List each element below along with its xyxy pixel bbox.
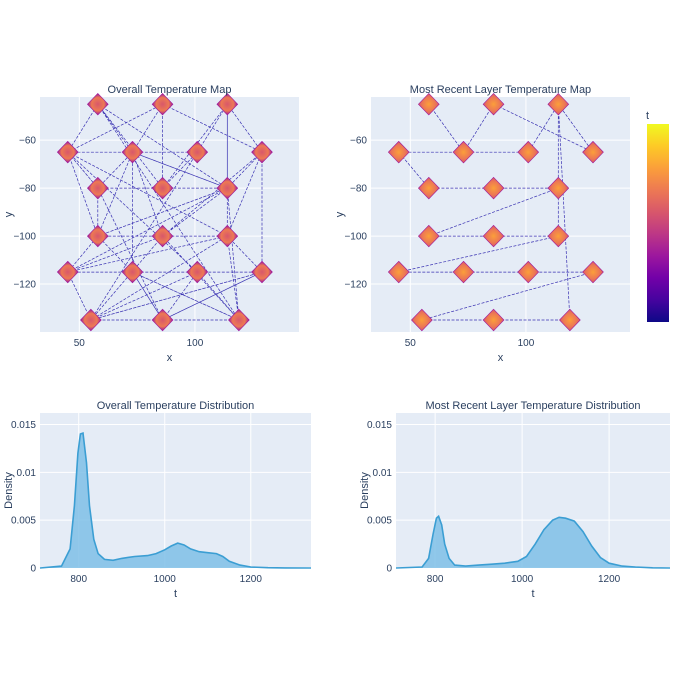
island-mark	[452, 140, 475, 164]
island-mark	[547, 92, 570, 116]
y-axis-label: y	[334, 211, 346, 217]
islands	[56, 92, 273, 332]
island-mark	[56, 140, 79, 164]
y-tick-label: 0.015	[367, 420, 392, 431]
island-mark	[121, 260, 144, 284]
plot-area	[371, 97, 630, 332]
islands	[387, 92, 604, 332]
island-mark	[482, 308, 505, 332]
y-tick-label: 0.005	[367, 516, 392, 527]
island-mark	[151, 92, 174, 116]
colorbar-gradient	[647, 124, 669, 322]
island-mark	[517, 260, 540, 284]
x-tick-label: 1200	[240, 574, 263, 585]
y-tick-label: −80	[350, 184, 367, 195]
island-mark	[216, 92, 239, 116]
island-mark	[251, 260, 273, 284]
x-tick-label: 50	[74, 338, 86, 349]
y-tick-label: −60	[350, 136, 367, 147]
island-mark	[216, 224, 239, 248]
recent-layer-temperature-map: 50 100 −60 −80 −100 −120 Most Recent Layer Te…	[334, 84, 630, 364]
island-mark	[86, 176, 109, 200]
tick-labels: 800 1000 1200 0 0.005 0.01 0.015	[367, 420, 621, 585]
x-tick-label: 1200	[598, 574, 621, 585]
island-mark	[559, 308, 581, 332]
colorbar: t	[646, 110, 669, 322]
y-tick-label: 0.005	[11, 516, 36, 527]
chart-title: Most Recent Layer Temperature Distributi…	[425, 400, 640, 412]
x-axis-label: x	[498, 352, 504, 364]
overall-temperature-distribution: 800 1000 1200 0 0.005 0.01 0.015 Overall Tempe…	[3, 400, 312, 600]
island-mark	[411, 308, 433, 332]
island-mark	[452, 260, 475, 284]
density-line	[395, 514, 671, 569]
x-axis-label: x	[167, 352, 173, 364]
island-mark	[582, 260, 604, 284]
island-mark	[482, 224, 505, 248]
island-mark	[387, 140, 410, 164]
y-tick-label: −60	[19, 136, 36, 147]
island-mark	[387, 260, 410, 284]
island-mark	[121, 140, 144, 164]
y-tick-label: −100	[344, 232, 367, 243]
x-tick-label: 50	[405, 338, 417, 349]
density-area	[39, 432, 312, 569]
tick-labels: 800 1000 1200 0 0.005 0.01 0.015	[11, 420, 262, 585]
island-mark	[151, 308, 174, 332]
island-mark	[547, 176, 570, 200]
x-tick-label: 100	[187, 338, 204, 349]
island-mark	[517, 140, 540, 164]
island-mark	[86, 92, 109, 116]
density-area	[395, 514, 671, 569]
y-tick-label: −80	[19, 184, 36, 195]
island-mark	[151, 176, 174, 200]
overall-temperature-map: 50 100 −60 −80 −100 −120 Overall Temperature …	[3, 84, 299, 364]
island-mark	[417, 224, 440, 248]
island-mark	[56, 260, 79, 284]
island-mark	[482, 176, 505, 200]
y-tick-label: 0	[30, 564, 36, 575]
density-line	[39, 432, 312, 569]
y-tick-label: 0	[386, 564, 392, 575]
y-tick-label: −120	[344, 280, 367, 291]
x-axis-label: t	[174, 588, 177, 600]
y-tick-label: 0.015	[11, 420, 36, 431]
x-tick-label: 800	[427, 574, 444, 585]
island-mark	[216, 176, 239, 200]
colorbar-title: t	[646, 110, 649, 122]
x-axis-label: t	[531, 588, 534, 600]
island-mark	[417, 176, 440, 200]
y-tick-label: −120	[13, 280, 36, 291]
plot-area	[40, 97, 299, 332]
island-mark	[417, 92, 440, 116]
x-tick-label: 1000	[154, 574, 177, 585]
x-tick-label: 1000	[511, 574, 534, 585]
island-mark	[186, 260, 209, 284]
island-mark	[482, 92, 505, 116]
island-mark	[151, 224, 174, 248]
chart-title: Overall Temperature Map	[108, 84, 232, 96]
recent-layer-temperature-distribution: 800 1000 1200 0 0.005 0.01 0.015 Most Recent L…	[359, 400, 671, 600]
y-tick-label: −100	[13, 232, 36, 243]
island-mark	[228, 308, 250, 332]
y-tick-label: 0.01	[17, 468, 37, 479]
x-tick-label: 800	[70, 574, 87, 585]
chart-title: Overall Temperature Distribution	[97, 400, 255, 412]
x-tick-label: 100	[518, 338, 535, 349]
chart-title: Most Recent Layer Temperature Map	[410, 84, 591, 96]
y-axis-label: Density	[3, 472, 15, 509]
tick-labels: 50 100 −60 −80 −100 −120	[13, 136, 203, 349]
island-mark	[547, 224, 570, 248]
y-axis-label: Density	[359, 472, 371, 509]
y-axis-label: y	[3, 211, 15, 217]
tick-labels: 50 100 −60 −80 −100 −120	[344, 136, 534, 349]
island-mark	[582, 140, 604, 164]
island-mark	[251, 140, 273, 164]
island-mark	[80, 308, 102, 332]
island-mark	[86, 224, 109, 248]
density-fill	[396, 516, 670, 568]
y-tick-label: 0.01	[373, 468, 393, 479]
island-mark	[186, 140, 209, 164]
